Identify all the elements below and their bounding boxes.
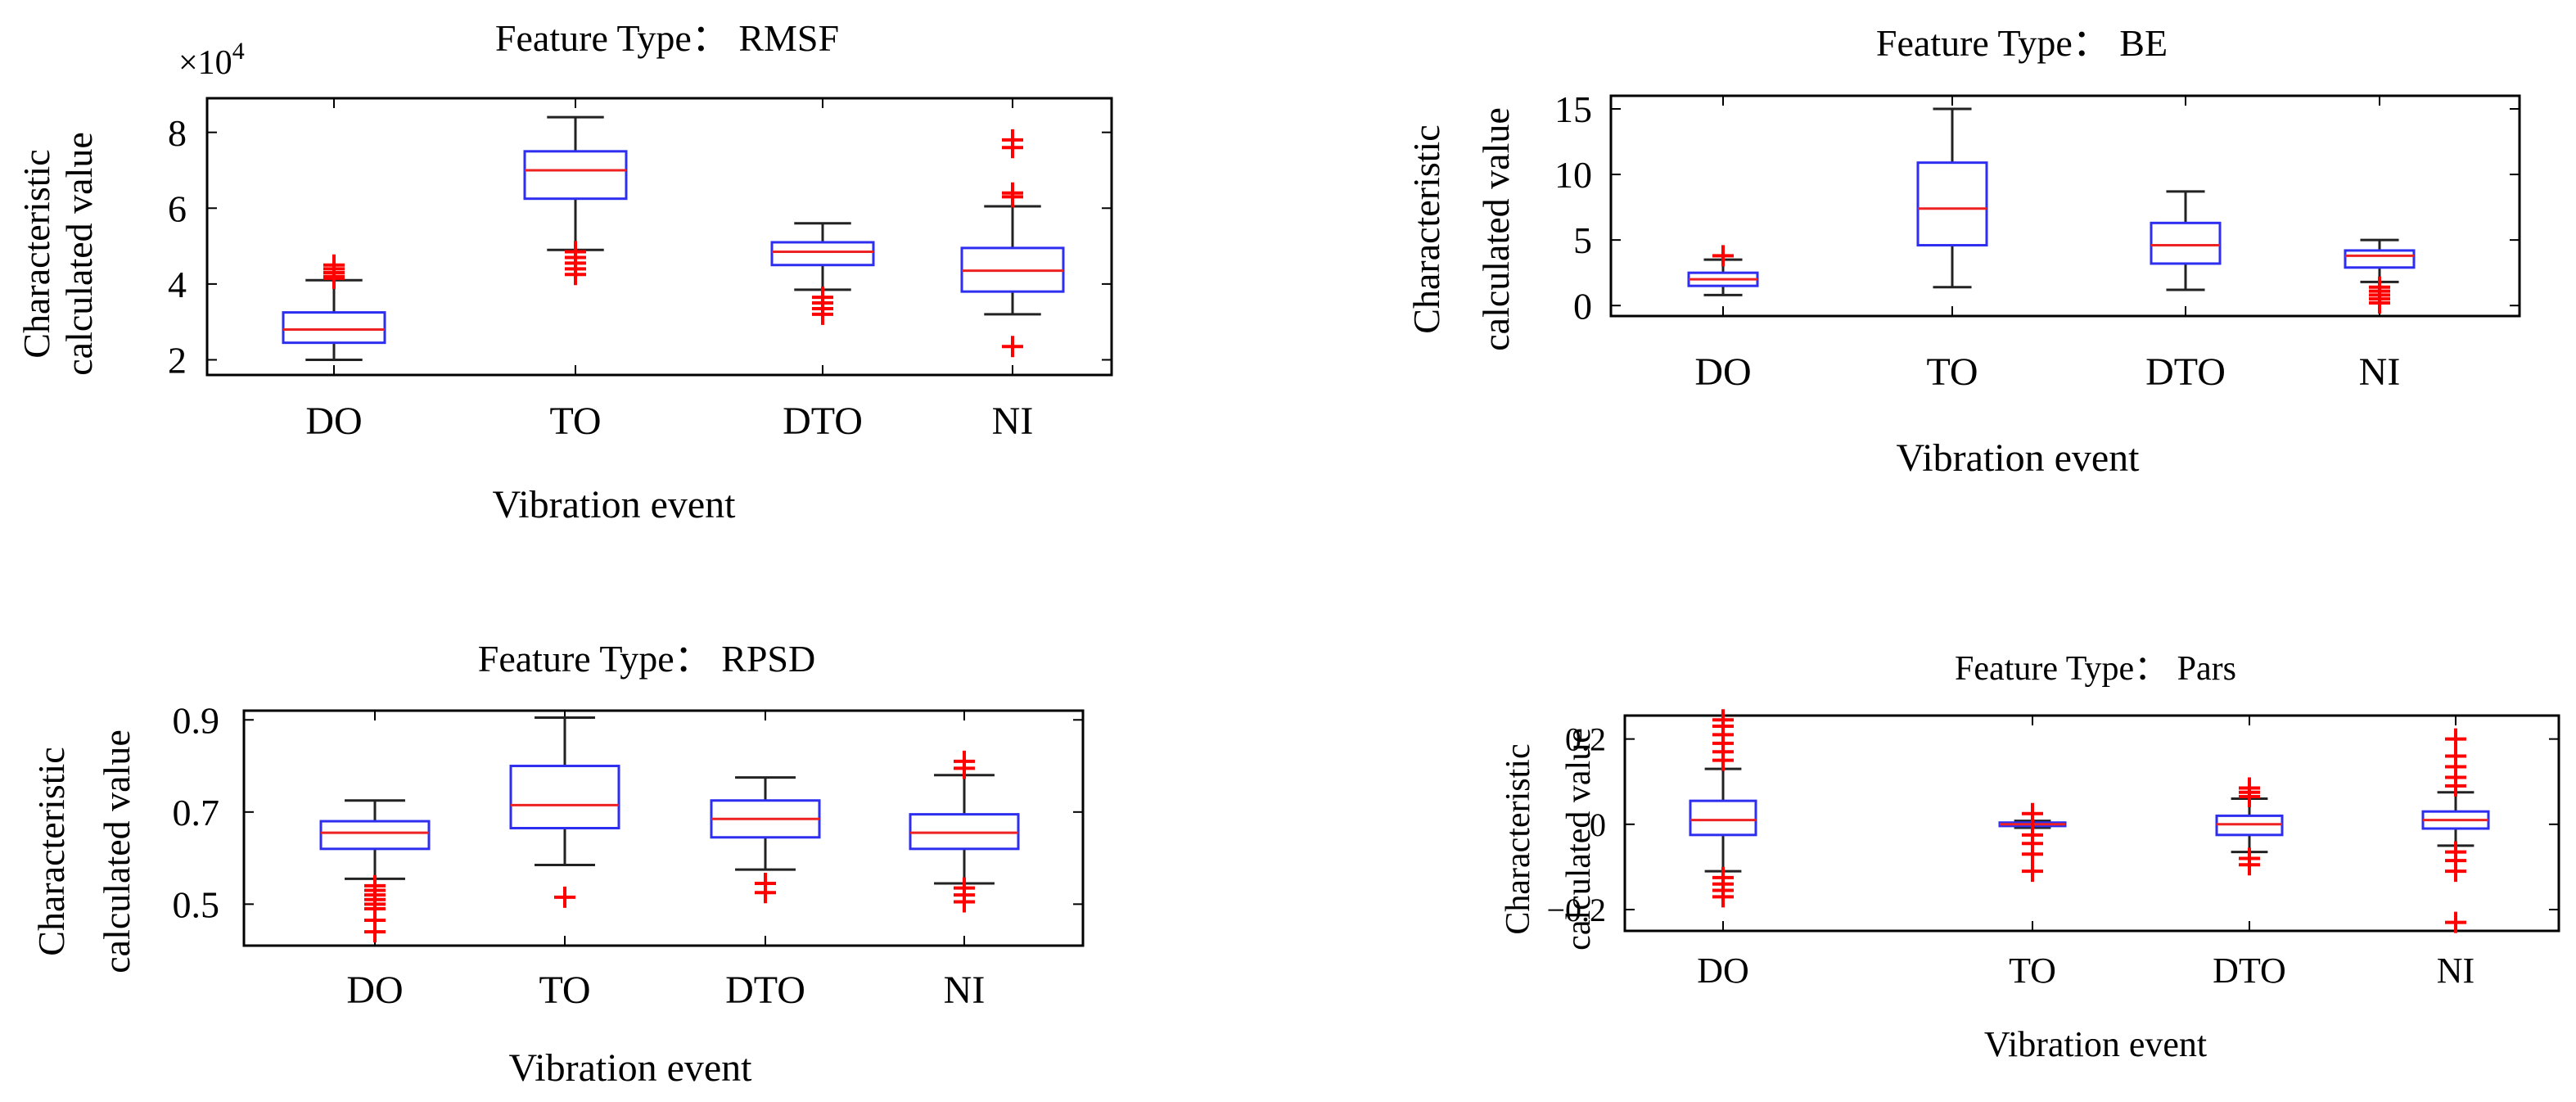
outlier-ni (954, 750, 975, 772)
plot-frame (242, 709, 1085, 947)
outlier-do (1712, 709, 1734, 731)
box-do (1689, 799, 1757, 837)
outlier-dto (812, 287, 833, 309)
plot-frame (1623, 714, 2560, 933)
y-tick-label: 15 (1554, 88, 1592, 130)
outlier-dto (755, 873, 776, 895)
chart-panel-pars: Feature Type： Pars Characteristic calcul… (1500, 650, 2560, 1064)
x-tick-label-to: TO (549, 400, 601, 443)
outlier-ni (2445, 841, 2466, 863)
outlier-ni (2445, 728, 2466, 750)
y-axis-label-line1: Characteristic (1500, 743, 1537, 934)
outlier-do (1712, 245, 1734, 267)
axis-multiplier-base: ×10 (178, 44, 232, 82)
chart-panel-rmsf: Feature Type： RMSF ×104 Characteristic c… (16, 17, 1113, 526)
x-tick-label-do: DO (346, 969, 403, 1012)
x-tick-label-do: DO (1694, 350, 1751, 394)
chart-title: Feature Type： RMSF (495, 17, 839, 59)
box-do (282, 311, 386, 345)
axis-multiplier-exp: 4 (232, 38, 245, 65)
plot-frame (1609, 94, 2521, 318)
plot-frame (205, 97, 1113, 377)
chart-title: Feature Type： RPSD (478, 638, 815, 680)
y-tick-label: 0.2 (1565, 721, 1606, 758)
box-do (319, 820, 431, 851)
y-axis-label-line2: calculated value (96, 729, 138, 973)
x-tick-label-dto: DTO (725, 969, 805, 1012)
y-tick-label: 5 (1573, 219, 1592, 261)
box-to (509, 765, 620, 830)
x-tick-label-do: DO (305, 400, 362, 443)
outlier-dto (2239, 777, 2260, 799)
y-axis-label-line2: calculated value (1560, 728, 1598, 951)
y-axis-label-line1: Characteristic (1405, 124, 1447, 333)
x-tick-label-ni: NI (2437, 951, 2474, 991)
x-tick-label-dto: DTO (2213, 951, 2286, 991)
y-tick-label: 0.9 (173, 699, 220, 741)
x-tick-label-ni: NI (944, 969, 986, 1012)
y-axis-label-line2: calculated value (1475, 107, 1517, 351)
y-tick-label: 0 (1590, 806, 1606, 843)
y-tick-label: 0.7 (173, 792, 220, 833)
outlier-to (554, 886, 575, 908)
x-tick-label-ni: NI (992, 400, 1034, 443)
x-axis-label: Vibration event (1896, 436, 2140, 480)
outlier-ni (2445, 911, 2466, 933)
outlier-ni (2369, 276, 2390, 298)
outlier-dto (2239, 847, 2260, 869)
x-axis-label: Vibration event (508, 1046, 752, 1090)
outlier-to (565, 241, 586, 263)
box-dto (770, 241, 875, 267)
outlier-to (2022, 802, 2043, 824)
y-tick-label: 4 (168, 264, 187, 305)
outlier-to (2022, 824, 2043, 846)
x-axis-label: Vibration event (1984, 1024, 2207, 1064)
y-tick-label: 0 (1573, 285, 1592, 327)
x-tick-label-do: DO (1697, 951, 1749, 991)
y-axis-label-line1: Characteristic (30, 747, 72, 955)
box-ni (2344, 249, 2416, 269)
y-tick-label: 6 (168, 187, 187, 229)
chart-panel-rpsd: Feature Type： RPSD Characteristic calcul… (30, 638, 1085, 1090)
y-tick-label: 8 (168, 112, 187, 154)
y-tick-label: −0.2 (1546, 892, 1606, 928)
outlier-ni (1002, 336, 1023, 358)
y-axis-label-line1: Characteristic (16, 149, 57, 358)
axis-multiplier: ×104 (178, 38, 245, 82)
box-dto (2150, 221, 2222, 265)
outlier-do (364, 874, 386, 897)
outlier-ni (954, 877, 975, 899)
y-axis-label-line2: calculated value (58, 132, 100, 376)
x-tick-label-ni: NI (2359, 350, 2401, 394)
x-tick-label-to: TO (539, 969, 590, 1012)
y-tick-label: 10 (1554, 154, 1592, 196)
box-to (523, 150, 628, 201)
box-to (1916, 161, 1988, 247)
x-axis-label: Vibration event (492, 483, 736, 526)
x-tick-label-to: TO (1926, 350, 1978, 394)
x-tick-label-dto: DTO (783, 400, 863, 443)
chart-title: Feature Type： BE (1876, 22, 2168, 64)
outlier-ni (1002, 182, 1023, 204)
x-tick-label-to: TO (2009, 951, 2056, 991)
x-tick-label-dto: DTO (2145, 350, 2226, 394)
outlier-do (1712, 866, 1734, 888)
outlier-do (323, 254, 345, 276)
y-tick-label: 2 (168, 340, 187, 382)
chart-title: Feature Type： Pars (1955, 650, 2236, 688)
chart-panel-be: Feature Type： BE Characteristic calculat… (1405, 22, 2521, 480)
outlier-ni (1002, 129, 1023, 151)
y-tick-label: 0.5 (173, 883, 220, 925)
